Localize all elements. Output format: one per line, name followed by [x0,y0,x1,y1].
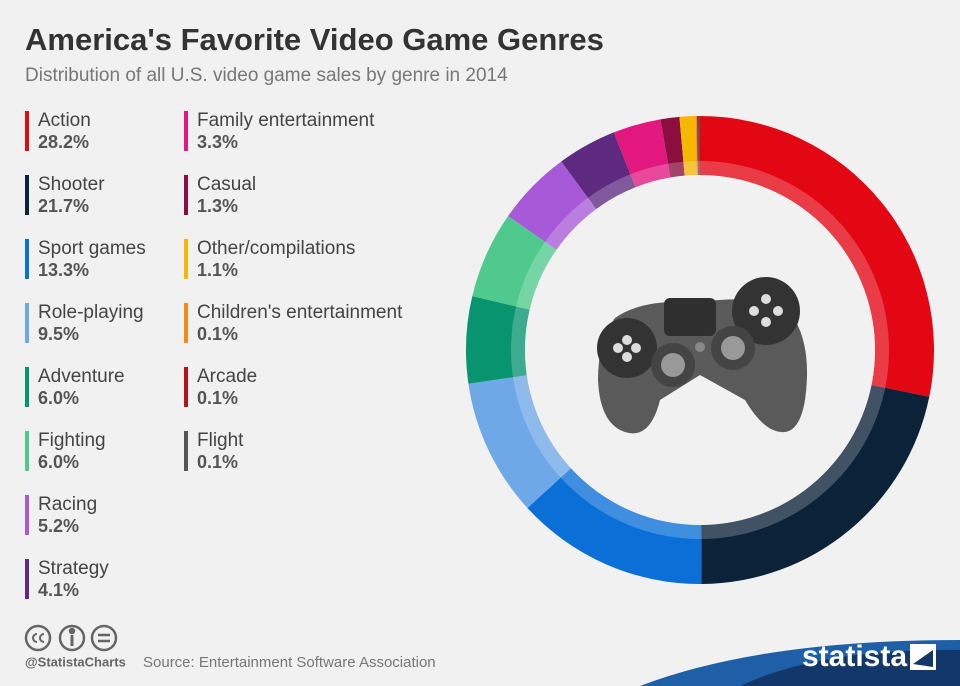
license-icons [24,624,118,652]
legend-label: Children's entertainment [197,302,403,323]
slice [679,116,697,176]
legend-value: 9.5% [38,324,79,344]
legend-value: 6.0% [38,452,79,472]
slice [695,116,698,176]
legend-label: Other/compilations [197,238,355,259]
legend-label: Role-playing [38,302,144,323]
legend-label: Shooter [38,174,105,195]
legend-value: 13.3% [38,260,89,280]
legend-swatch [25,559,29,599]
slice [508,161,597,250]
legend-label: Strategy [38,558,109,579]
legend-swatch [25,111,29,151]
source: Source: Entertainment Software Associati… [143,654,436,671]
legend-value: 3.3% [197,132,238,152]
legend-value: 1.1% [197,260,238,280]
legend-swatch [184,239,188,279]
legend-value: 28.2% [38,132,89,152]
legend-swatch [184,175,188,215]
chart-subtitle: Distribution of all U.S. video game sale… [25,65,508,86]
legend-swatch [25,303,29,343]
legend-swatch [25,431,29,471]
legend-value: 6.0% [38,388,79,408]
legend-label: Action [38,110,91,131]
legend-label: Racing [38,494,97,515]
legend-swatch [184,111,188,151]
legend-swatch [25,495,29,535]
legend-swatch [25,175,29,215]
slice [700,116,934,397]
slice [613,119,671,188]
chart-title: America's Favorite Video Game Genres [25,22,604,57]
slice [697,116,699,176]
legend-swatch [184,367,188,407]
legend-label: Flight [197,430,244,451]
brand: statista [802,640,907,673]
credit: @StatistaCharts [25,654,126,669]
legend-swatch [25,239,29,279]
legend-swatch [184,431,188,471]
legend-label: Sport games [38,238,146,259]
gamepad-icon [597,277,808,434]
legend-label: Adventure [38,366,125,387]
footer-wave-dark [740,649,960,686]
legend-value: 21.7% [38,196,89,216]
legend-value: 5.2% [38,516,79,536]
legend-value: 1.3% [197,196,238,216]
legend-value: 0.1% [197,388,238,408]
legend-value: 0.1% [197,452,238,472]
slice [660,116,685,178]
legend-label: Arcade [197,366,257,387]
legend-value: 4.1% [38,580,79,600]
legend-swatch [184,303,188,343]
slice [468,375,571,509]
slice [561,132,636,210]
slice [698,116,700,176]
brand-logo-mark [913,650,933,667]
legend-value: 0.1% [197,324,238,344]
inner-shade [511,161,889,539]
legend-swatch [25,367,29,407]
slice [701,384,930,584]
legend-label: Fighting [38,430,106,451]
slice [472,216,557,310]
slice [465,296,530,384]
legend-label: Family entertainment [197,110,375,131]
slice [527,468,702,584]
legend-label: Casual [197,174,256,195]
donut [465,116,934,584]
